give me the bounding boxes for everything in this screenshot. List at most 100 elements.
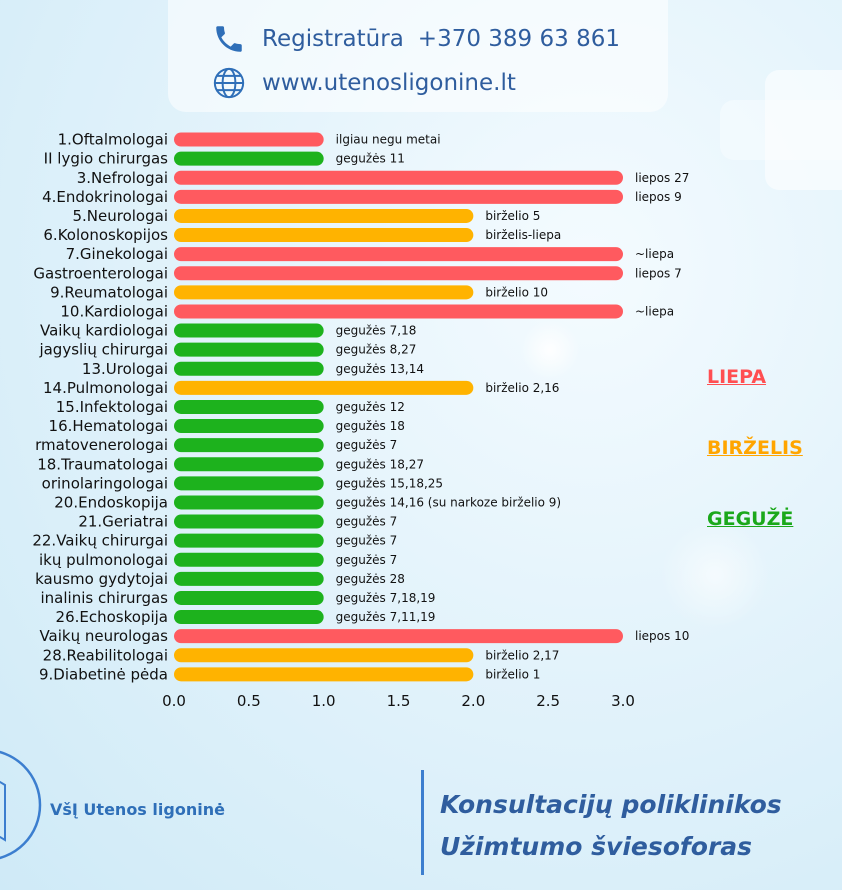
data-label: birželio 2,16 xyxy=(485,381,559,395)
category-label: 6.Kolonoskopijos xyxy=(43,226,168,244)
category-label: Gastroenterologai xyxy=(33,264,168,282)
bar xyxy=(174,571,324,586)
category-label: 18.Traumatologai xyxy=(37,455,168,473)
data-label: gegužės 28 xyxy=(336,572,405,586)
phone-icon xyxy=(216,26,242,52)
x-tick-label: 3.0 xyxy=(611,692,635,710)
globe-icon xyxy=(213,67,245,99)
category-label: 14.Pulmonologai xyxy=(43,379,168,397)
legend-entry: BIRŽELIS xyxy=(707,437,803,459)
data-label: gegužės 7,11,19 xyxy=(336,610,436,624)
slogan-line-2: Užimtumo šviesoforas xyxy=(440,832,753,861)
x-tick-label: 1.0 xyxy=(312,692,336,710)
category-label: rmatovenerologai xyxy=(35,436,168,454)
bar xyxy=(174,457,324,472)
category-label: orinolaringologai xyxy=(42,474,168,492)
bar xyxy=(174,629,623,644)
hospital-logo xyxy=(0,750,42,860)
x-tick-label: 0.5 xyxy=(237,692,261,710)
bar xyxy=(174,170,623,185)
data-label: gegužės 7 xyxy=(336,438,398,452)
data-label: gegužės 7 xyxy=(336,534,398,548)
bar xyxy=(174,342,324,357)
phone-number[interactable]: +370 389 63 861 xyxy=(417,26,620,52)
data-label: birželio 2,17 xyxy=(485,648,559,662)
horizontal-bar-chart: 1.Oftalmologai ilgiau negu metai II lygio … xyxy=(32,131,689,710)
bar xyxy=(174,380,474,395)
phone-label: Registratūra xyxy=(262,26,404,52)
slogan-line-1: Konsultacijų poliklinikos xyxy=(440,790,782,819)
bar xyxy=(174,285,474,300)
category-label: 21.Geriatrai xyxy=(78,513,168,531)
category-label: 20.Endoskopija xyxy=(54,493,168,511)
data-label: gegužės 7,18 xyxy=(336,324,417,338)
category-label: Vaikų kardiologai xyxy=(40,322,168,340)
data-label: gegužės 7,18,19 xyxy=(336,591,436,605)
bar xyxy=(174,189,623,204)
data-label: gegužės 12 xyxy=(336,400,405,414)
bar xyxy=(174,590,324,605)
bar xyxy=(174,266,623,281)
category-label: 26.Echoskopija xyxy=(56,608,168,626)
bar xyxy=(174,476,324,491)
category-label: II lygio chirurgas xyxy=(44,150,169,168)
data-label: gegužės 11 xyxy=(336,152,405,166)
data-label: gegužės 15,18,25 xyxy=(336,476,443,490)
data-label: gegužės 14,16 (su narkoze birželio 9) xyxy=(336,495,561,509)
category-label: 5.Neurologai xyxy=(72,207,168,225)
category-label: Vaikų neurologas xyxy=(39,627,168,645)
bar xyxy=(174,247,623,262)
category-label: 7.Ginekologai xyxy=(66,245,168,263)
x-tick-label: 2.5 xyxy=(536,692,560,710)
data-label: birželis-liepa xyxy=(485,228,561,242)
category-label: 13.Urologai xyxy=(82,360,168,378)
data-label: liepos 9 xyxy=(635,190,682,204)
category-label: 22.Vaikų chirurgai xyxy=(32,532,168,550)
category-label: 28.Reabilitologai xyxy=(43,646,168,664)
bar xyxy=(174,648,474,663)
data-label: liepos 27 xyxy=(635,171,689,185)
bar xyxy=(174,151,324,166)
category-label: 15.Infektologai xyxy=(56,398,168,416)
contact-panel xyxy=(168,0,668,112)
data-label: gegužės 7 xyxy=(336,515,398,529)
data-label: birželio 10 xyxy=(485,285,548,299)
bar xyxy=(174,208,474,223)
organization-name: VšĮ Utenos ligoninė xyxy=(50,800,225,819)
x-tick-label: 1.5 xyxy=(387,692,411,710)
bar xyxy=(174,304,623,319)
bar xyxy=(174,533,324,548)
category-label: 3.Nefrologai xyxy=(77,169,168,187)
phone-row: Registratūra +370 389 63 861 xyxy=(212,22,620,56)
data-label: ~liepa xyxy=(635,247,674,261)
website-row: www.utenosligonine.lt xyxy=(212,66,516,100)
footer-divider xyxy=(421,770,424,875)
data-label: gegužės 18 xyxy=(336,419,405,433)
data-label: birželio 5 xyxy=(485,209,540,223)
bar xyxy=(174,667,474,682)
bar xyxy=(174,438,324,453)
category-label: 9.Reumatologai xyxy=(50,283,168,301)
legend-entry: GEGUŽĖ xyxy=(707,508,794,530)
category-label: ikų pulmonologai xyxy=(39,551,168,569)
bar xyxy=(174,323,324,338)
data-label: gegužės 8,27 xyxy=(336,343,417,357)
data-label: birželio 1 xyxy=(485,667,540,681)
category-label: 1.Oftalmologai xyxy=(58,131,168,149)
x-tick-label: 2.0 xyxy=(461,692,485,710)
bar xyxy=(174,399,324,414)
category-label: jagyslių chirurgai xyxy=(38,341,168,359)
data-label: ilgiau negu metai xyxy=(336,133,441,147)
category-label: 9.Diabetinė pėda xyxy=(39,665,168,683)
data-label: ~liepa xyxy=(635,304,674,318)
bar xyxy=(174,514,324,529)
bar xyxy=(174,495,324,510)
category-label: 10.Kardiologai xyxy=(60,302,168,320)
website-link[interactable]: www.utenosligonine.lt xyxy=(262,70,516,96)
bar xyxy=(174,419,324,434)
category-label: 4.Endokrinologai xyxy=(42,188,168,206)
bar xyxy=(174,552,324,567)
category-label: 16.Hematologai xyxy=(49,417,168,435)
category-label: kausmo gydytojai xyxy=(35,570,168,588)
bar xyxy=(174,361,324,376)
